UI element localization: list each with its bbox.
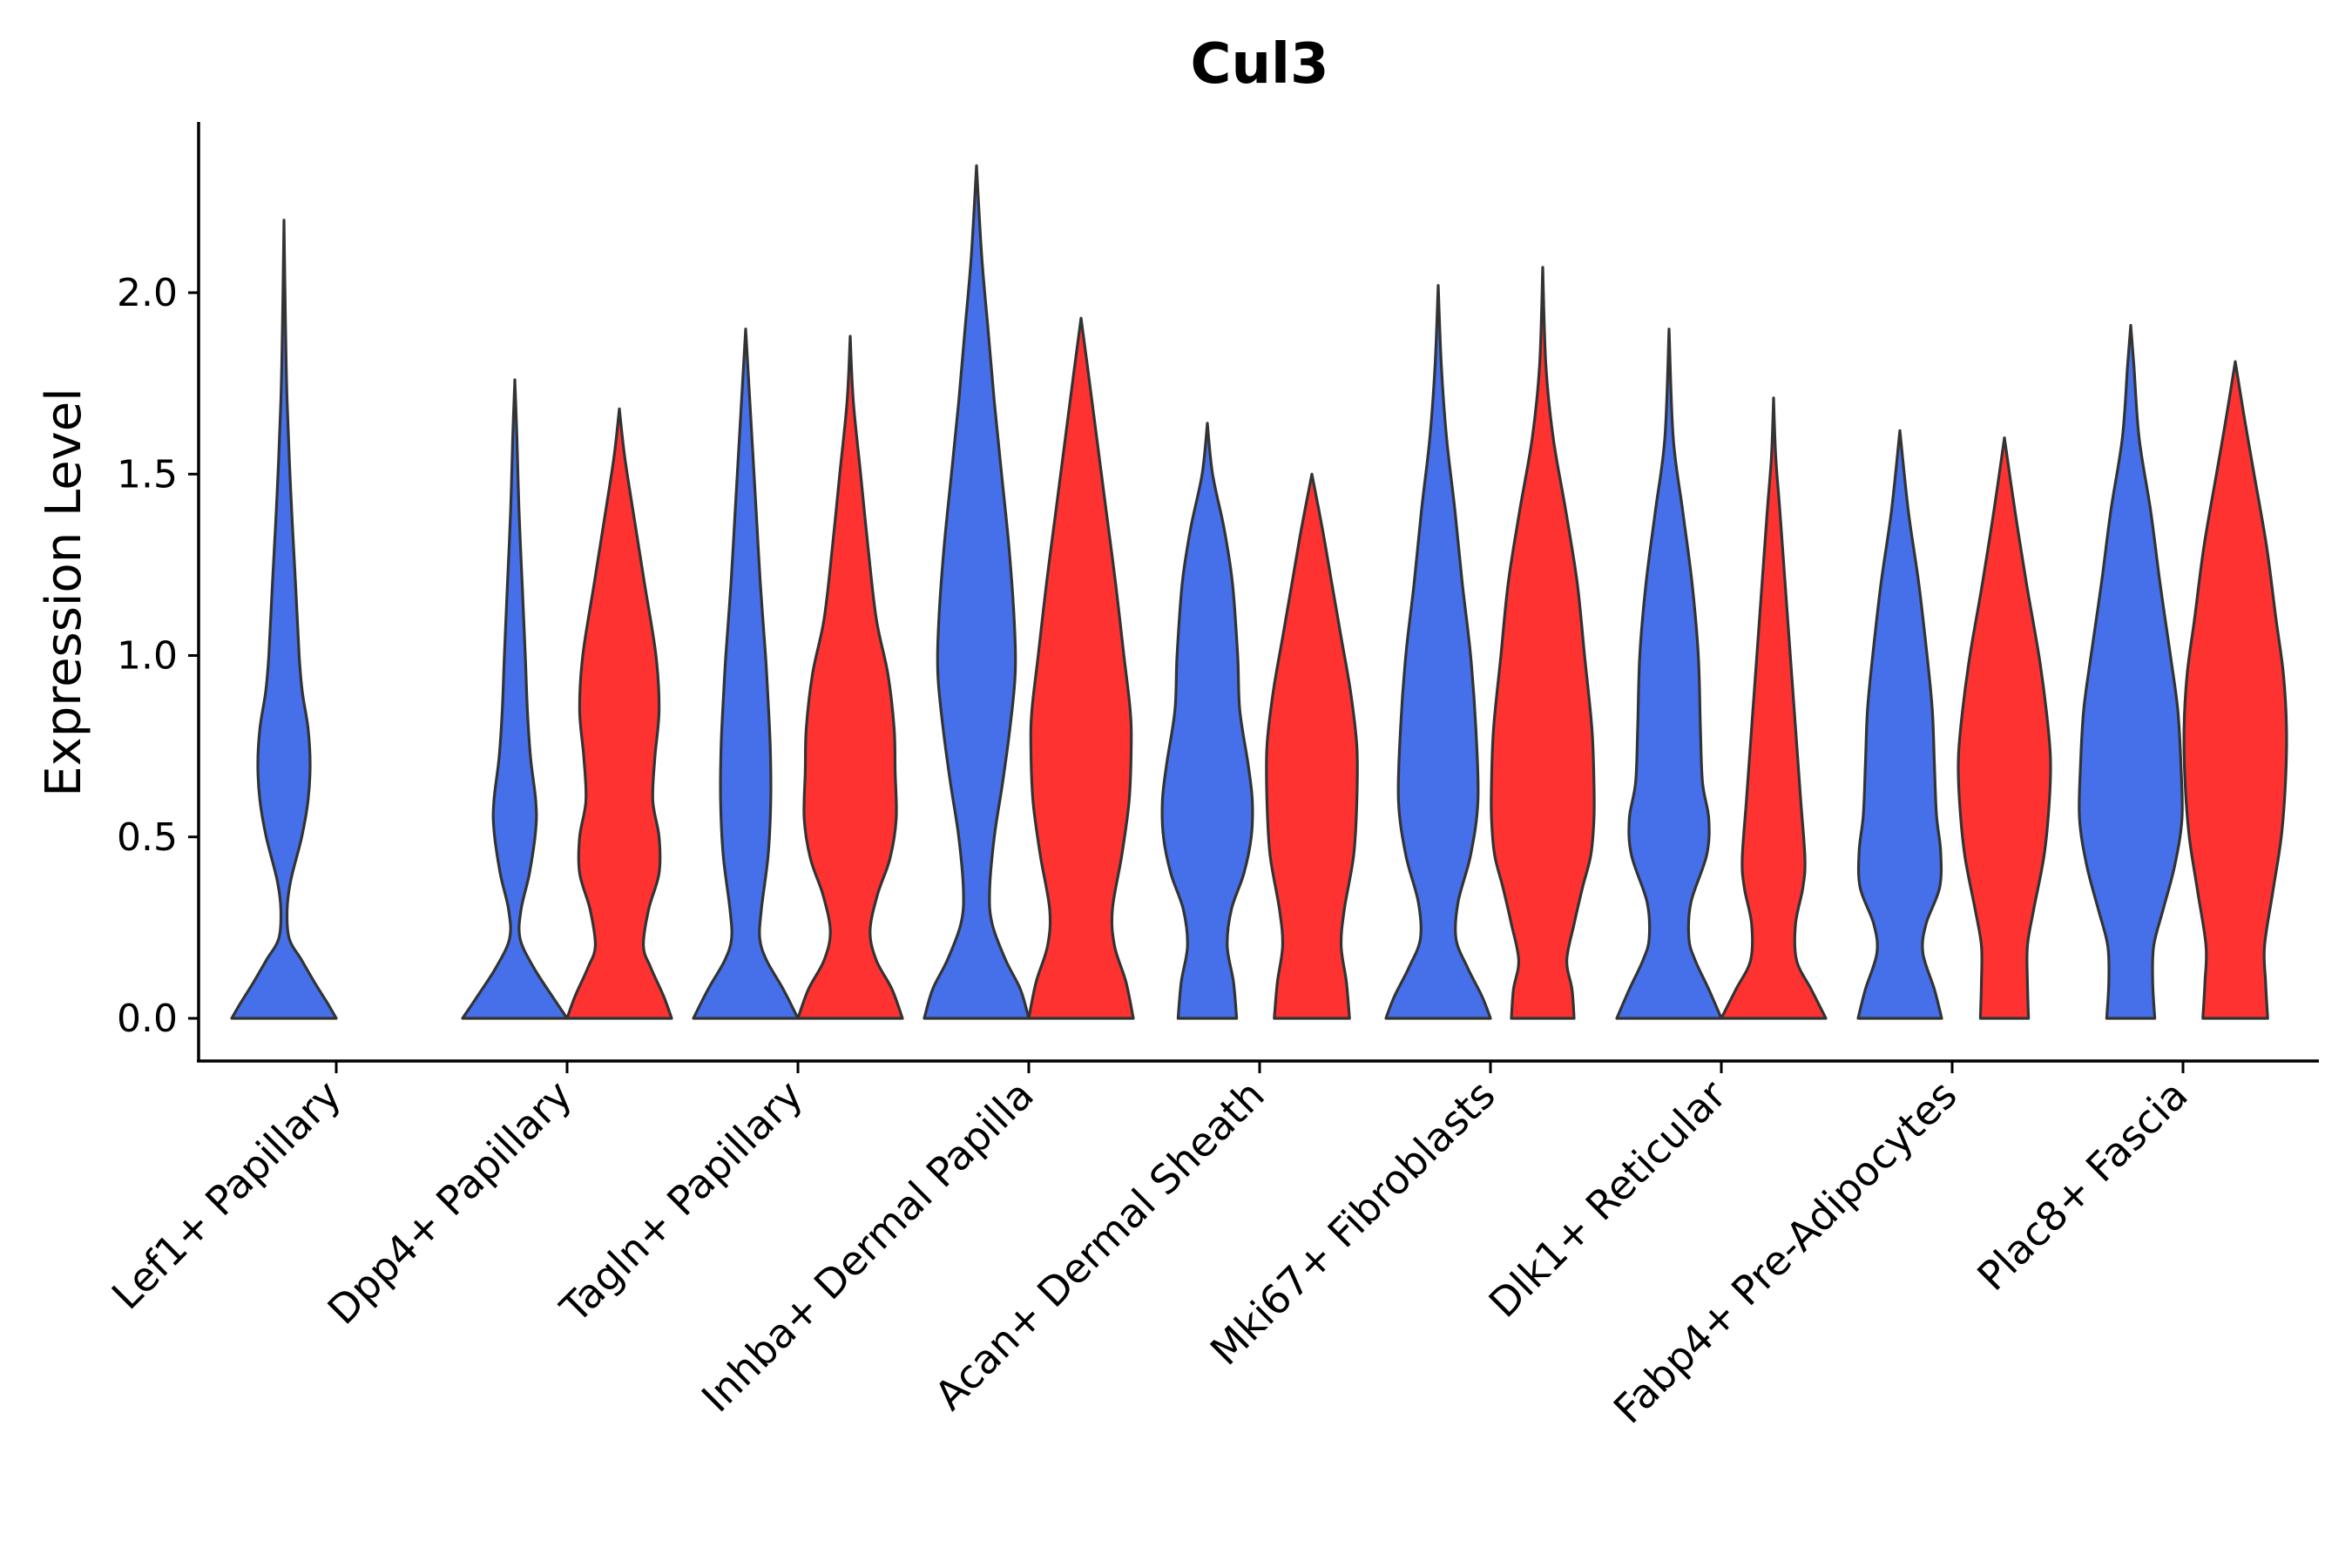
violin-mki67-fibroblasts-a — [1384, 284, 1492, 1020]
x-category-label: Dlk1+ Reticular — [1480, 1071, 1735, 1327]
violin-dlk1-reticular-a — [1615, 328, 1723, 1020]
chart-title: Cul3 — [1191, 32, 1329, 97]
violin-dpp4-papillary-a — [461, 378, 569, 1020]
violin-inhba-dermal-papilla-a — [923, 164, 1031, 1020]
x-category-label: Lef1+ Papillary — [103, 1071, 350, 1319]
violin-fabp4-pre-adipocytes-b — [1957, 436, 2052, 1020]
violin-lef1-papillary-a — [230, 219, 338, 1020]
violin-acan-dermal-sheath-a — [1160, 422, 1254, 1020]
x-category-label: Tagln+ Papillary — [551, 1071, 812, 1333]
violin-mki67-fibroblasts-b — [1490, 266, 1596, 1020]
y-tick-label: 0.0 — [117, 997, 178, 1041]
y-ticks: 0.0 0.5 1.0 1.5 2.0 — [117, 271, 199, 1041]
violin-inhba-dermal-papilla-b — [1027, 316, 1135, 1020]
y-tick-label: 1.0 — [117, 634, 178, 679]
y-tick-label: 2.0 — [117, 271, 178, 315]
y-tick-label: 0.5 — [117, 815, 178, 860]
violin-dpp4-papillary-b — [565, 407, 673, 1020]
violin-dlk1-reticular-b — [1720, 396, 1828, 1020]
x-category-label: Plac8+ Fascia — [1968, 1071, 2196, 1300]
violin-tagln-papillary-b — [796, 335, 904, 1020]
violin-fabp4-pre-adipocytes-a — [1856, 429, 1943, 1020]
violin-plac8-fascia-b — [2182, 360, 2288, 1020]
violin-group — [230, 164, 2288, 1020]
y-axis-label: Expression Level — [36, 388, 92, 797]
x-category-label: Dpp4+ Papillary — [319, 1071, 581, 1334]
violin-tagln-papillary-a — [692, 328, 800, 1020]
y-tick-label: 1.5 — [117, 452, 178, 497]
violin-plac8-fascia-a — [2078, 323, 2184, 1020]
violin-acan-dermal-sheath-b — [1265, 472, 1359, 1020]
